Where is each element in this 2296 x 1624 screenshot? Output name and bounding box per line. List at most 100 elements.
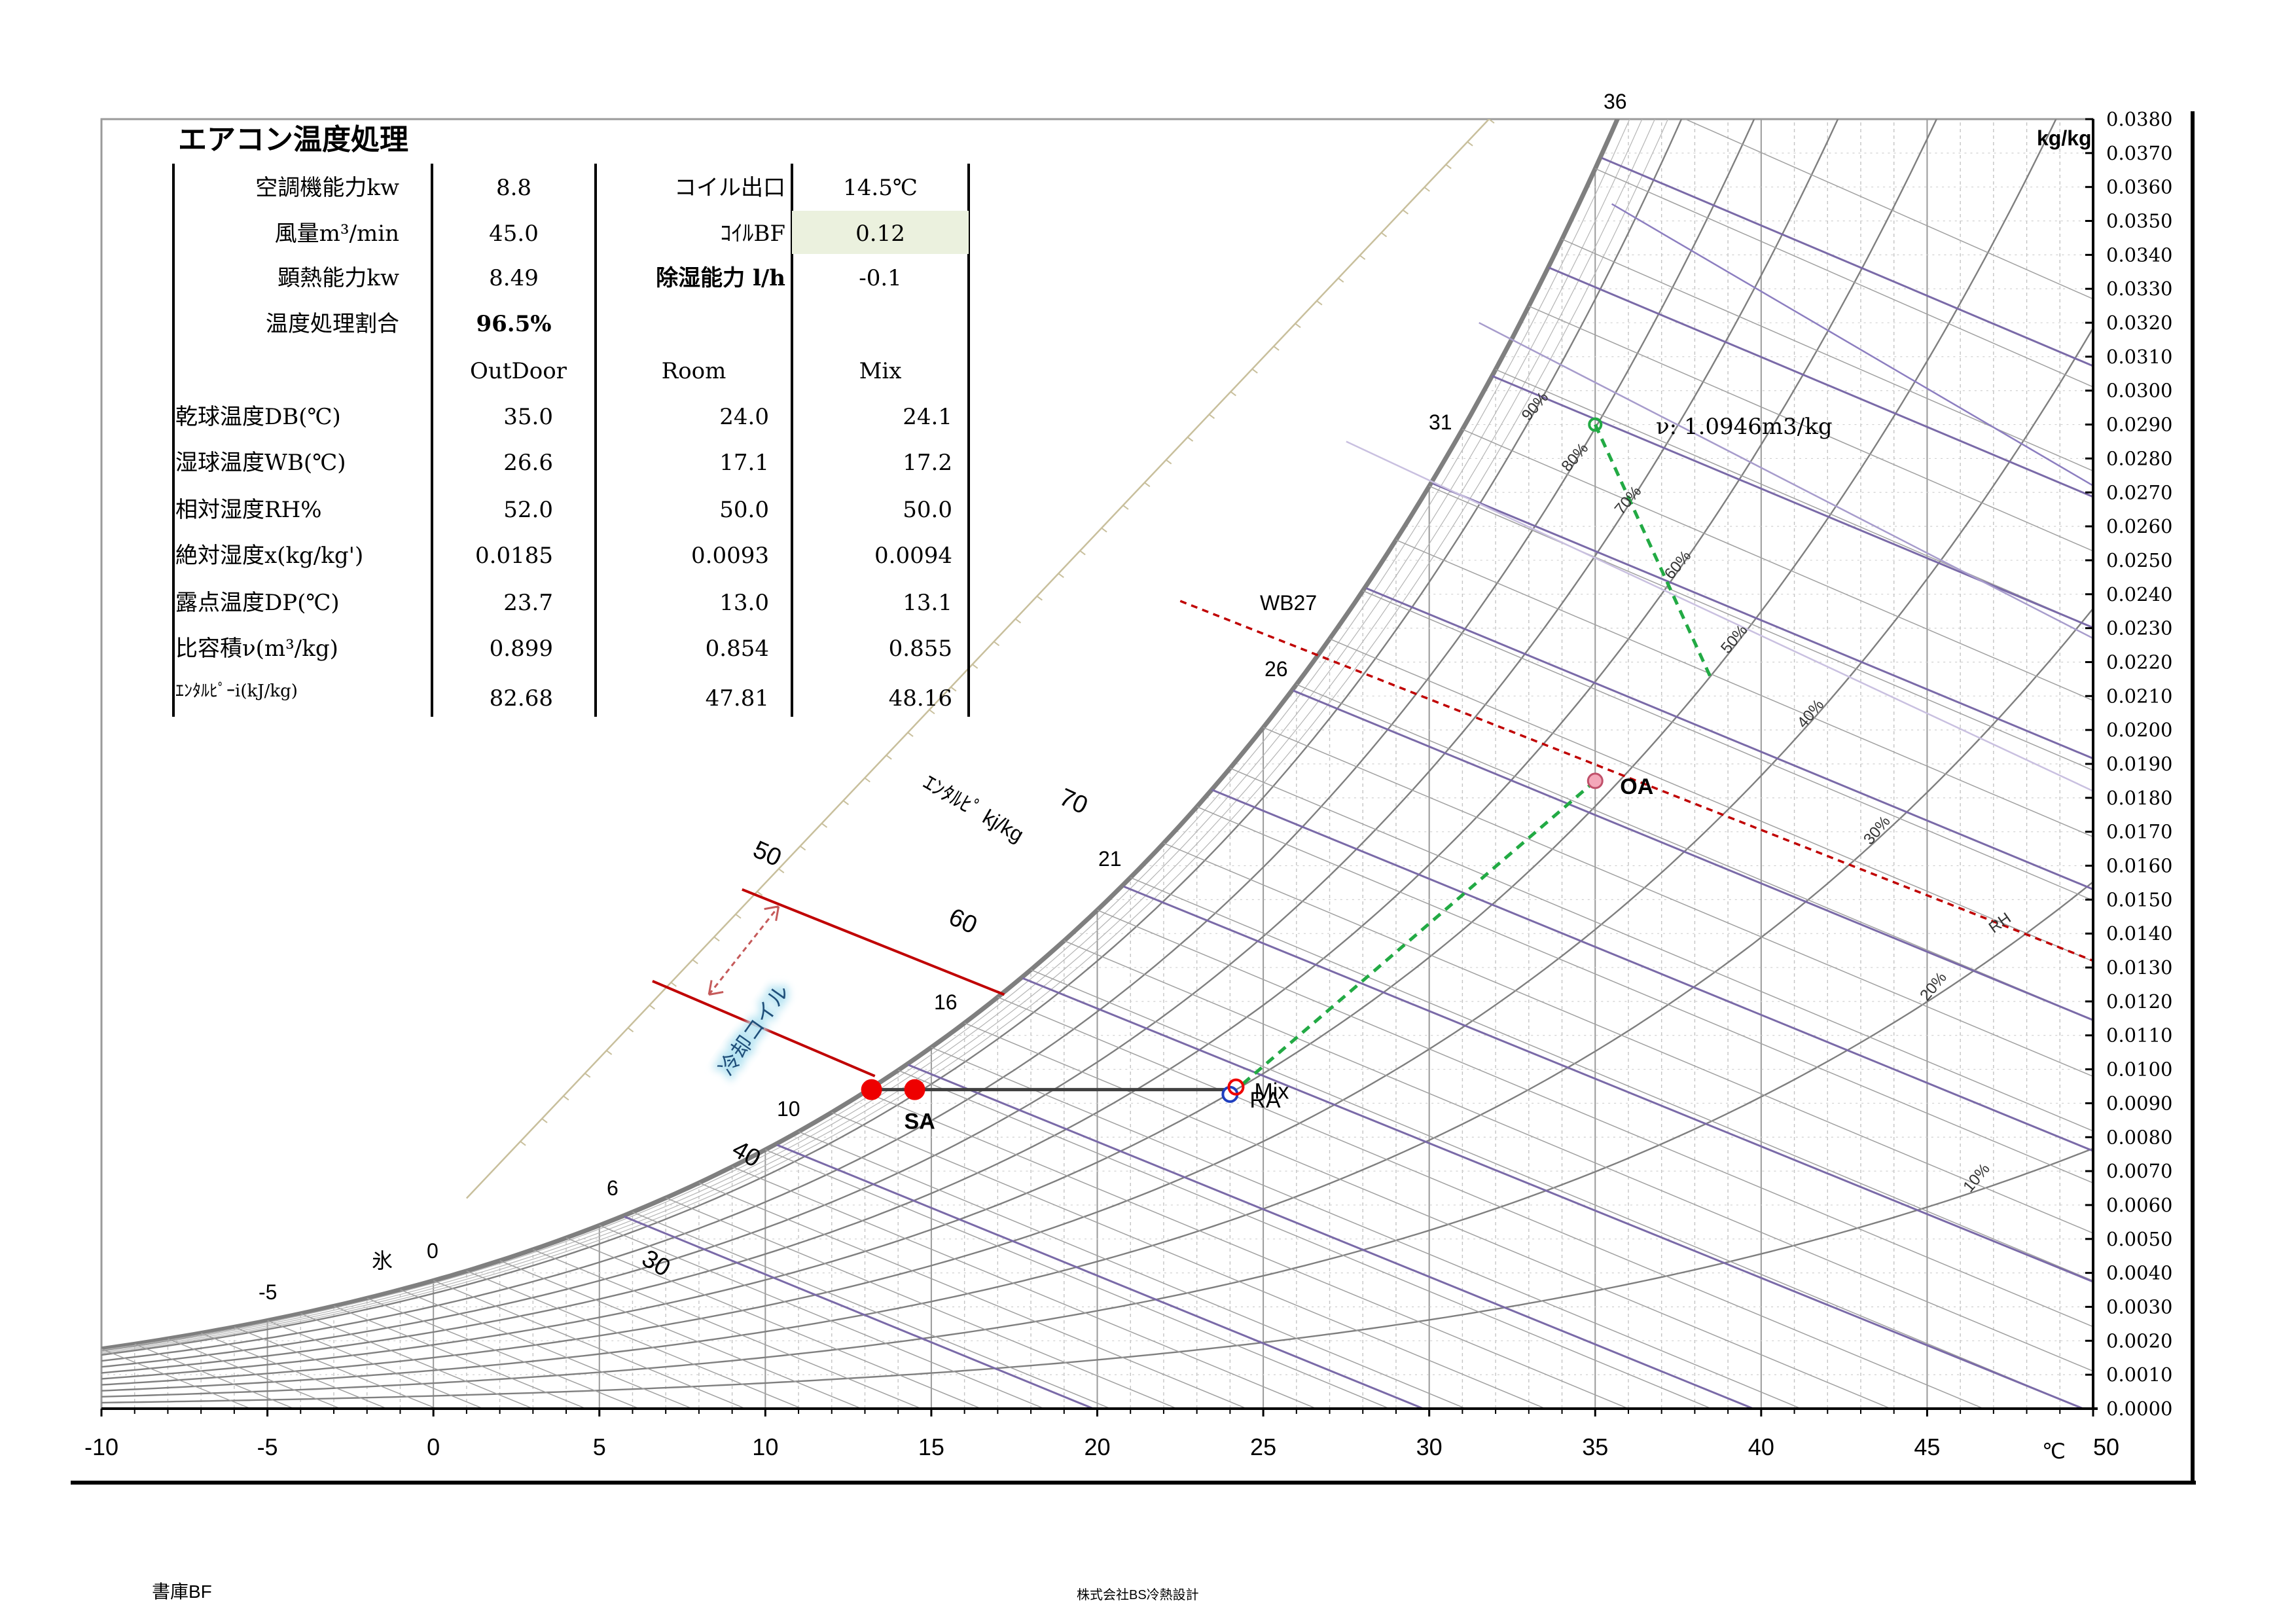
enthalpy-scale-tick [886, 754, 892, 760]
table-cell: 0.855 [889, 636, 952, 662]
rh-label: 90% [1518, 389, 1552, 424]
wet-bulb-line [168, 1338, 341, 1409]
wet-bulb-line [1097, 909, 2093, 1327]
y-tick-label: 0.0180 [2106, 787, 2172, 809]
table-header: Room [662, 358, 726, 384]
wet-bulb-line [865, 1091, 1629, 1409]
enthalpy-scale-tick [1295, 323, 1301, 329]
enthalpy-scale-tick [1187, 437, 1194, 442]
y-tick-label: 0.0160 [2106, 855, 2172, 877]
rh-curve [101, 119, 1839, 1368]
rh-curve [101, 327, 2093, 1386]
enthalpy-line [1293, 689, 2093, 1021]
x-tick-label: 40 [1748, 1434, 1774, 1460]
table-cell: 50.0 [719, 497, 769, 523]
specific-volume-label: ν: 1.0946m3/kg [1656, 414, 1833, 440]
wet-bulb-line [367, 1297, 639, 1409]
y-tick-label: 0.0300 [2106, 380, 2172, 402]
wet-bulb-line [1030, 969, 2084, 1409]
wb27-label: WB27 [1260, 591, 1317, 615]
y-unit-label: kg/kg [2037, 126, 2092, 150]
coil-line-lower [652, 979, 876, 1077]
wet-bulb-line [1296, 683, 2093, 1021]
enthalpy-axis-label: ｴﾝﾀﾙﾋﾟ kj/kg [920, 770, 1028, 847]
table-header: Mix [859, 358, 902, 384]
table-top-value: 96.5% [476, 311, 551, 337]
wet-bulb-label: 31 [1429, 410, 1452, 434]
enthalpy-scale-tick [649, 1004, 656, 1010]
rh-curve-minor [101, 119, 1630, 1351]
volume-indicator-line [1593, 424, 1713, 680]
y-tick-label: 0.0290 [2106, 414, 2172, 436]
wet-bulb-line [134, 1343, 295, 1409]
table-top-value2: -0.1 [859, 265, 902, 291]
x-tick-label: 50 [2093, 1434, 2119, 1460]
enthalpy-scale-tick [1359, 255, 1366, 261]
coil-arrow-head-top [764, 905, 780, 922]
footer: 書庫BF 株式会社BS冷熱設計 [152, 1581, 1199, 1602]
rh-curve-minor [101, 119, 1669, 1354]
point-volume [1588, 417, 1603, 432]
wet-bulb-line [1684, 119, 2093, 300]
footer-left-label: 書庫BF [152, 1581, 212, 1602]
table-cell: 0.854 [706, 636, 769, 662]
table-cell: 47.81 [706, 685, 769, 712]
enthalpy-scale-tick [1014, 618, 1022, 624]
enthalpy-scale-tick [735, 913, 742, 919]
enthalpy-line [1601, 156, 2093, 367]
enthalpy-scale-line [465, 119, 1490, 1199]
wet-bulb-label: 36 [1604, 90, 1627, 113]
wet-bulb-line [931, 1047, 1801, 1409]
enthalpy-scale-tick [627, 1027, 634, 1033]
enthalpy-line [1022, 977, 2084, 1409]
table-cell: 0.899 [490, 636, 553, 662]
enthalpy-scale-tick [993, 641, 1000, 647]
enthalpy-scale-tick [584, 1072, 591, 1078]
y-tick-label: 0.0380 [2106, 108, 2172, 130]
enthalpy-scale-tick [1273, 346, 1280, 351]
axes: -10 -5 0 5 10 15 20 25 30 35 40 45 50 0.0000 0.0010 0.0… [71, 108, 2196, 1485]
wet-bulb-line [1495, 369, 2093, 628]
wet-bulb-line [1462, 429, 2093, 701]
wet-bulb-line [798, 1131, 1466, 1409]
wet-bulb-label: 21 [1098, 847, 1122, 871]
wet-bulb-line [897, 1070, 1712, 1409]
point-oa-label: OA [1620, 774, 1653, 799]
enthalpy-scale-tick [950, 686, 957, 692]
point-sa [904, 1079, 925, 1100]
specific-volume-line [1611, 203, 2093, 486]
wet-bulb-line [1163, 842, 2093, 1234]
x-tick-label: 45 [1914, 1434, 1940, 1460]
table-top-label2: コイル出口 [674, 175, 785, 201]
enthalpy-scale-tick [520, 1141, 526, 1146]
wet-bulb-line [433, 1280, 746, 1409]
wet-bulb-label: -5 [259, 1280, 277, 1304]
y-tick-label: 0.0000 [2106, 1398, 2172, 1420]
x-tick-label: 0 [427, 1434, 440, 1460]
specific-volume-line [1346, 441, 2093, 792]
wet-bulb-line [200, 1332, 387, 1409]
y-tick-label: 0.0370 [2106, 142, 2172, 164]
table-cell: 82.68 [490, 685, 553, 712]
enthalpy-scale-tick [692, 959, 698, 964]
table-cell: 13.1 [903, 590, 952, 616]
y-tick-label: 0.0100 [2106, 1058, 2172, 1081]
x-tick-label: 15 [918, 1434, 944, 1460]
table-row-label: 比容積ν(m³/kg) [175, 636, 338, 662]
enthalpy-scale-tick [1166, 459, 1172, 465]
enthalpy-label: 70 [1055, 784, 1092, 820]
table-row-label: 露点温度DP(℃) [175, 590, 340, 616]
enthalpy-line [776, 1144, 1424, 1409]
table-row-label: 相対湿度RH% [175, 497, 322, 523]
table-top-value: 8.49 [489, 265, 539, 291]
x-tick-label: 10 [752, 1434, 778, 1460]
table-cell: 17.2 [903, 450, 952, 476]
enthalpy-line [1365, 587, 2093, 890]
enthalpy-scale-tick [929, 709, 935, 715]
rh-curve [101, 1147, 2093, 1404]
wet-bulb-line [831, 1111, 1546, 1409]
y-tick-label: 0.0320 [2106, 312, 2172, 334]
y-tick-label: 0.0140 [2106, 922, 2172, 945]
y-tick-label: 0.0110 [2106, 1024, 2172, 1047]
